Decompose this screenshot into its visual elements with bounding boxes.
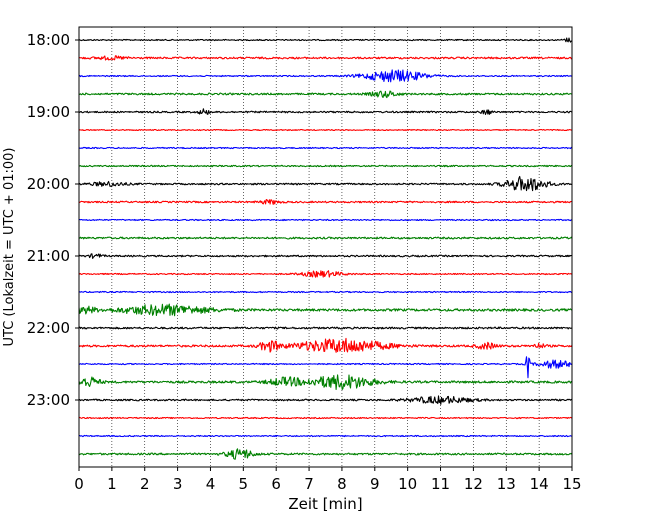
x-axis-ticks: 0 1 2 3 4 5 6 7 8 9 10 11 12 13 14 15: [74, 467, 582, 493]
x-tick-label: 14: [530, 475, 549, 493]
seismogram-trace: [78, 448, 573, 460]
x-tick-label: 5: [239, 475, 249, 493]
y-axis-ticks: 18:00 19:00 20:00 21:00 22:00 23:00: [27, 31, 79, 409]
y-tick-label: 21:00: [27, 247, 70, 265]
seismogram-trace: [78, 164, 573, 168]
x-tick-label: 2: [140, 475, 150, 493]
seismogram-trace: [78, 416, 573, 420]
seismogram-trace: [78, 146, 573, 150]
y-tick-label: 22:00: [27, 319, 70, 337]
seismogram-trace: [78, 37, 572, 43]
seismogram-trace: [78, 218, 573, 222]
seismogram-trace: [78, 175, 573, 192]
x-tick-label: 10: [398, 475, 417, 493]
seismogram-trace: [78, 90, 573, 99]
seismogram-trace: [78, 128, 573, 132]
seismogram-trace: [79, 395, 573, 405]
seismogram-trace: [78, 108, 573, 116]
x-tick-label: 11: [431, 475, 450, 493]
x-tick-label: 12: [464, 475, 483, 493]
seismogram-trace: [78, 270, 573, 278]
x-tick-label: 3: [173, 475, 183, 493]
x-tick-label: 13: [497, 475, 516, 493]
x-tick-label: 6: [271, 475, 281, 493]
x-tick-label: 7: [304, 475, 314, 493]
y-tick-label: 23:00: [27, 391, 70, 409]
seismogram-traces: [78, 37, 573, 460]
seismogram-trace: [78, 253, 573, 259]
x-tick-label: 0: [74, 475, 84, 493]
x-axis-label: Zeit [min]: [288, 495, 362, 513]
x-tick-label: 8: [337, 475, 347, 493]
y-axis-label: UTC (Lokalzeit = UTC + 01:00): [2, 148, 17, 347]
y-tick-label: 20:00: [27, 175, 70, 193]
x-tick-label: 15: [562, 475, 581, 493]
seismogram-trace: [78, 337, 573, 353]
seismogram-trace: [78, 356, 573, 379]
x-tick-label: 9: [370, 475, 380, 493]
y-tick-label: 18:00: [27, 31, 70, 49]
vertical-grid: [111, 27, 540, 467]
x-tick-label: 1: [107, 475, 117, 493]
y-tick-label: 19:00: [27, 103, 70, 121]
seismogram-trace: [78, 303, 573, 317]
seismogram-trace: [78, 434, 573, 438]
x-tick-label: 4: [206, 475, 216, 493]
seismogram-trace: [78, 198, 573, 205]
seismogram-trace: [79, 55, 573, 61]
seismogram-trace: [78, 69, 573, 83]
seismogram-trace: [78, 374, 573, 390]
seismogram-trace: [78, 326, 573, 330]
plot-frame: [78, 26, 573, 468]
seismogram-trace: [78, 290, 573, 294]
seismogram-trace: [78, 236, 573, 240]
